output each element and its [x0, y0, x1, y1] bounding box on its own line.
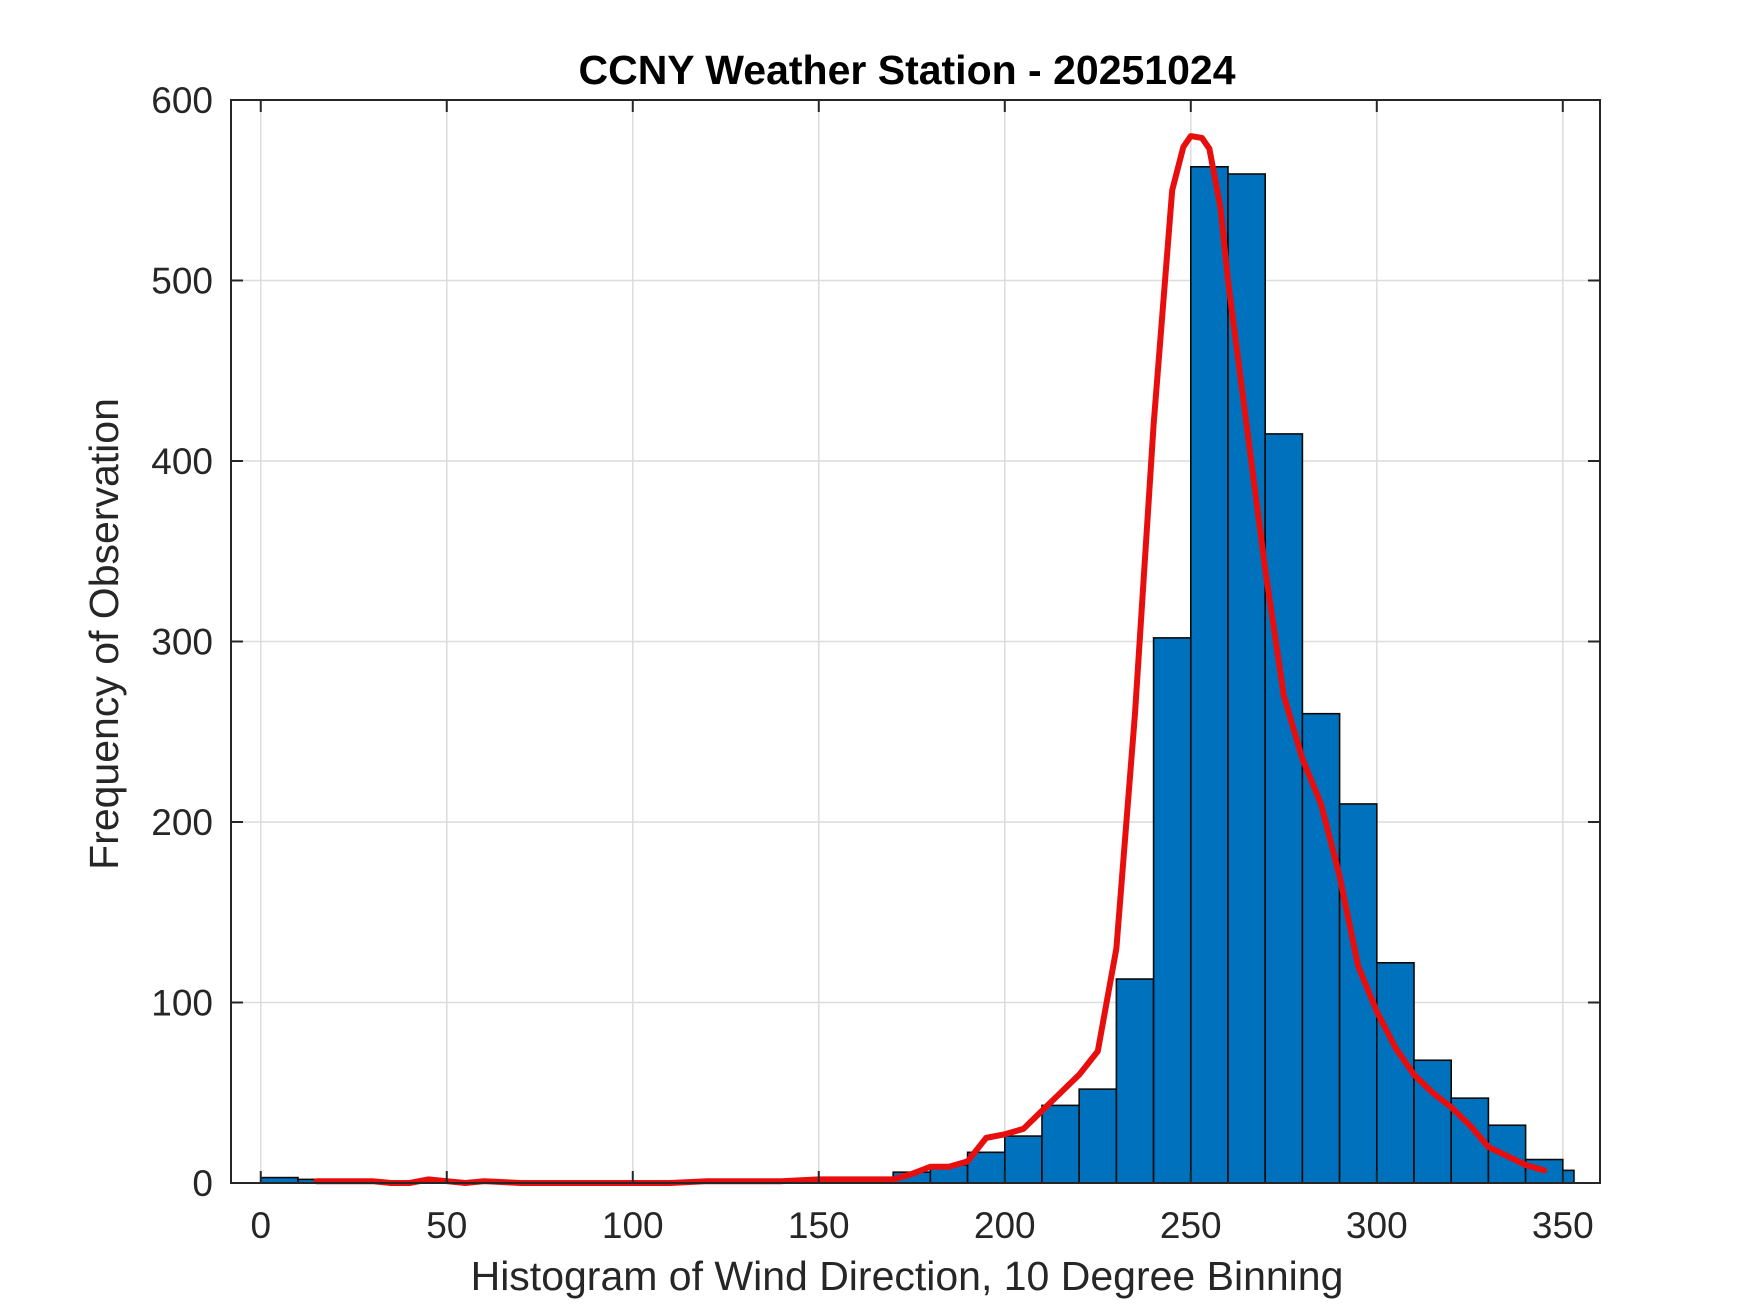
x-tick-label: 350 — [1532, 1205, 1594, 1246]
x-tick-label: 250 — [1160, 1205, 1222, 1246]
y-tick-label: 600 — [151, 80, 213, 121]
y-tick-label: 100 — [151, 983, 213, 1024]
histogram-bar — [1189, 165, 1229, 1184]
y-axis-ticks: 0 100 200 300 400 500 600 — [151, 80, 1600, 1204]
x-tick-label: 150 — [788, 1205, 850, 1246]
x-tick-label: 200 — [974, 1205, 1036, 1246]
x-tick-label: 300 — [1346, 1205, 1408, 1246]
histogram-bar — [1078, 1088, 1118, 1184]
y-tick-label: 300 — [151, 622, 213, 663]
y-axis-label: Frequency of Observation — [81, 398, 127, 870]
x-tick-label: 50 — [426, 1205, 467, 1246]
x-axis-ticks: 0 50 100 150 200 250 300 350 — [250, 100, 1594, 1246]
x-tick-label: 100 — [602, 1205, 664, 1246]
histogram-bar — [1041, 1104, 1080, 1184]
x-axis-label: Histogram of Wind Direction, 10 Degree B… — [471, 1253, 1344, 1299]
histogram-bar — [1301, 712, 1341, 1184]
histogram-bar — [1152, 637, 1192, 1184]
histogram-bar — [1115, 978, 1155, 1184]
chart-title: CCNY Weather Station - 20251024 — [578, 47, 1235, 93]
histogram-bar — [1561, 1169, 1575, 1184]
histogram-bar — [1003, 1135, 1043, 1184]
y-tick-label: 500 — [151, 261, 213, 302]
histogram-bar — [1264, 433, 1304, 1184]
y-tick-label: 200 — [151, 802, 213, 843]
y-tick-label: 400 — [151, 441, 213, 482]
y-tick-label: 0 — [192, 1163, 213, 1204]
x-tick-label: 0 — [250, 1205, 271, 1246]
histogram-bar — [1375, 961, 1415, 1184]
